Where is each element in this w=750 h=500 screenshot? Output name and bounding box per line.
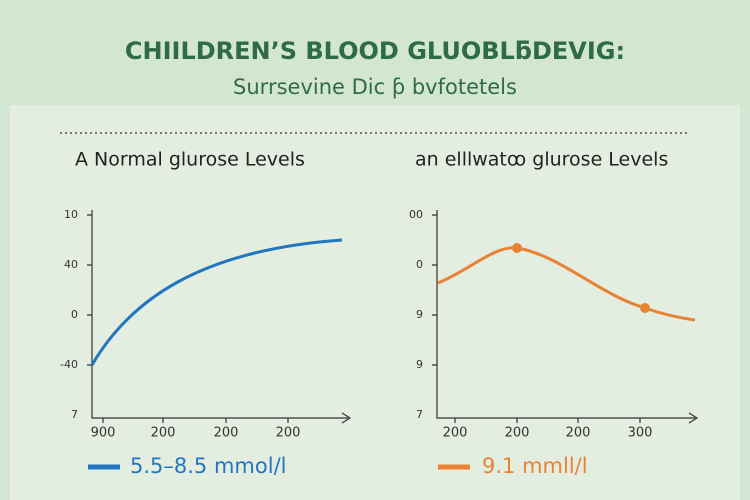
y-label: 0 bbox=[416, 258, 423, 271]
elevated-curve bbox=[437, 246, 696, 322]
y-label: 00 bbox=[409, 208, 423, 221]
x-label: 300 bbox=[628, 426, 653, 441]
y-label: 10 bbox=[64, 208, 78, 221]
y-label: 7 bbox=[71, 408, 78, 421]
panel bbox=[10, 105, 740, 500]
x-label: 200 bbox=[443, 426, 468, 441]
normal-curve bbox=[90, 238, 343, 366]
axes bbox=[87, 210, 699, 424]
title: CHIILDREN’S BLOOD GLUOBLƃDEVIG: bbox=[125, 37, 625, 65]
x-label: 200 bbox=[151, 426, 176, 441]
point bbox=[640, 303, 650, 313]
panel-title: an elllwatꝏ glurose Levels bbox=[415, 149, 668, 171]
panel-title: A Normal glurose Levels bbox=[75, 149, 305, 171]
legend-label: 5.5–8.5 mmol/l bbox=[130, 454, 286, 478]
y-label: -40 bbox=[60, 358, 78, 371]
x-label: 200 bbox=[505, 426, 530, 441]
point bbox=[512, 243, 522, 253]
x-label: 200 bbox=[276, 426, 301, 441]
left-axes bbox=[91, 210, 352, 424]
y-label: 9 bbox=[416, 358, 423, 371]
x-label: 200 bbox=[566, 426, 591, 441]
subtitle: Surrsevine Dic ƥ bvfotetels bbox=[233, 75, 517, 99]
x-label: 900 bbox=[91, 426, 116, 441]
y-label: 9 bbox=[416, 308, 423, 321]
x-label: 200 bbox=[214, 426, 239, 441]
legend-label: 9.1 mmll/l bbox=[482, 454, 588, 478]
right-axes bbox=[436, 210, 699, 424]
ticks bbox=[87, 214, 289, 423]
ticks bbox=[432, 214, 641, 423]
y-label: 7 bbox=[416, 408, 423, 421]
y-label: 0 bbox=[71, 308, 78, 321]
y-label: 40 bbox=[64, 258, 78, 271]
